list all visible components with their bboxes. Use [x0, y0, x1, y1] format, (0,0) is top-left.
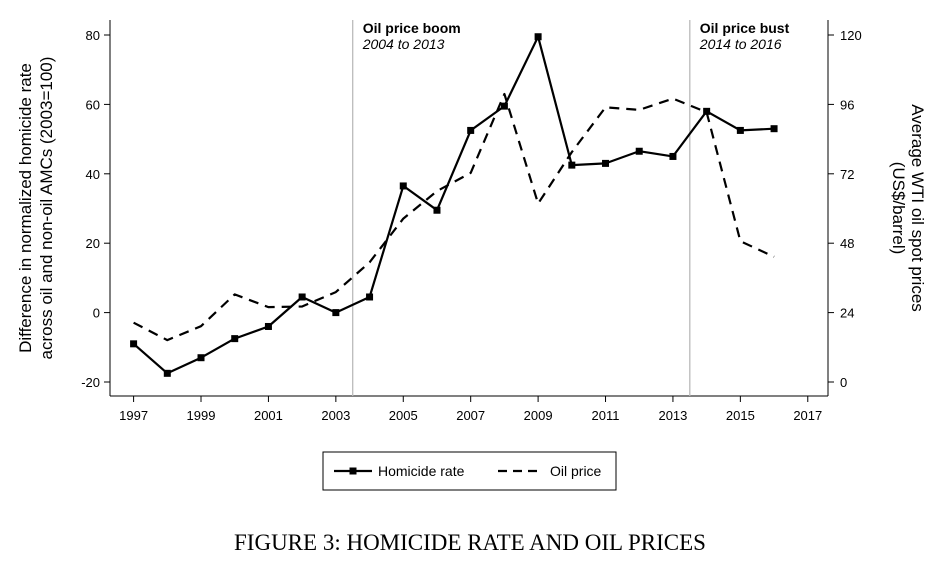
y-right-axis-label-line2: (US$/barrel)	[889, 162, 908, 255]
y-left-tick-label-4: 60	[86, 97, 100, 112]
y-left-axis-label-line1: Difference in normalized homicide rate	[16, 63, 35, 353]
x-tick-label-5: 2007	[456, 408, 485, 423]
series-line-homicide-rate	[132, 35, 775, 375]
y-right-tick-label-2: 48	[840, 236, 854, 251]
x-tick-label-10: 2017	[793, 408, 822, 423]
y-right-tick-label-5: 120	[840, 28, 862, 43]
x-tick-label-8: 2013	[658, 408, 687, 423]
x-tick-label-3: 2003	[321, 408, 350, 423]
annotation-subtitle-1: 2014 to 2016	[699, 36, 782, 52]
y-right-tick-label-3: 72	[840, 167, 854, 182]
x-tick-label-9: 2015	[726, 408, 755, 423]
x-tick-label-1: 1999	[187, 408, 216, 423]
legend: Homicide rate Oil price	[322, 451, 617, 491]
data-point-0-2	[197, 354, 205, 362]
y-right-tick-label-0: 0	[840, 375, 847, 390]
y-left-tick-label-5: 80	[86, 28, 100, 43]
x-tick-label-2: 2001	[254, 408, 283, 423]
x-tick-label-0: 1997	[119, 408, 148, 423]
data-point-0-8	[399, 182, 407, 190]
y-left-tick-label-0: -20	[81, 375, 100, 390]
x-tick-label-6: 2009	[524, 408, 553, 423]
annotation-subtitle-0: 2004 to 2013	[362, 36, 445, 52]
annotation-title-1: Oil price bust	[700, 20, 790, 36]
data-point-0-18	[736, 126, 744, 134]
data-point-0-0	[130, 340, 138, 348]
x-tick-label-4: 2005	[389, 408, 418, 423]
data-point-0-10	[467, 126, 475, 134]
data-point-0-11	[500, 102, 508, 110]
data-point-0-16	[669, 152, 677, 160]
data-point-0-13	[568, 161, 576, 169]
figure-caption: FIGURE 3: HOMICIDE RATE AND OIL PRICES	[234, 530, 706, 555]
data-point-0-19	[770, 125, 778, 133]
data-point-0-4	[264, 322, 272, 330]
data-point-0-14	[602, 159, 610, 167]
x-tick-label-7: 2011	[592, 408, 620, 423]
y-right-axis-label-line1: Average WTI oil spot prices	[908, 104, 927, 312]
data-point-0-6	[332, 309, 340, 317]
data-point-0-7	[366, 293, 374, 301]
y-left-axis-label-line2: across oil and non-oil AMCs (2003=100)	[37, 57, 56, 360]
legend-homicide-label: Homicide rate	[378, 463, 465, 479]
y-right-tick-label-4: 96	[840, 97, 854, 112]
y-left-tick-label-2: 20	[86, 236, 100, 251]
data-point-0-12	[534, 33, 542, 41]
annotation-title-0: Oil price boom	[363, 20, 461, 36]
data-point-0-5	[298, 293, 306, 301]
data-point-0-1	[163, 369, 171, 377]
series-line-oil-price	[133, 92, 775, 342]
y-right-tick-label-1: 24	[840, 306, 854, 321]
legend-oil-label: Oil price	[550, 463, 602, 479]
data-point-0-3	[231, 335, 239, 343]
y-left-tick-label-1: 0	[93, 306, 100, 321]
data-point-0-9	[433, 206, 441, 214]
data-point-0-17	[703, 107, 711, 115]
y-left-tick-label-3: 40	[86, 167, 100, 182]
legend-homicide-marker	[349, 467, 357, 475]
data-point-0-15	[635, 147, 643, 155]
